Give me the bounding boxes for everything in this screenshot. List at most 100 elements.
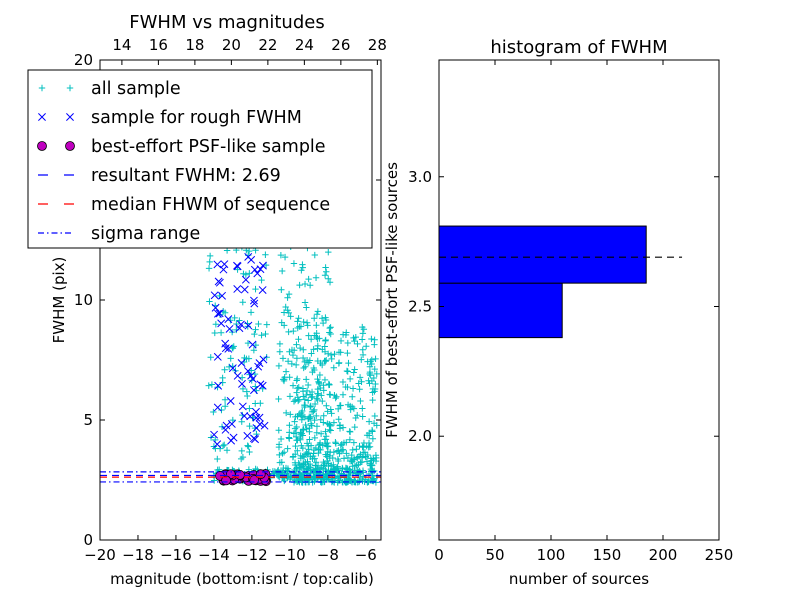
- all-sample-point: [372, 355, 379, 363]
- all-sample-point: [300, 346, 307, 353]
- rough-sample-point: [226, 397, 235, 405]
- y-tick-label: 5: [83, 411, 93, 429]
- all-sample-point: [313, 311, 321, 318]
- all-sample-point: [286, 422, 293, 429]
- all-sample-point: [339, 378, 347, 386]
- all-sample-point: [252, 326, 259, 333]
- all-sample-point: [252, 400, 259, 407]
- all-sample-point: [355, 461, 362, 468]
- all-sample-point: [286, 429, 293, 436]
- all-sample-point: [314, 357, 321, 365]
- all-sample-point: [303, 304, 310, 311]
- all-sample-point: [330, 364, 337, 371]
- all-sample-point: [282, 467, 289, 474]
- legend-entry-label: median FHWM of sequence: [91, 195, 330, 215]
- all-sample-point: [303, 440, 311, 447]
- all-sample-point: [285, 290, 293, 298]
- all-sample-point: [221, 309, 229, 316]
- all-sample-point: [326, 329, 333, 336]
- all-sample-point: [210, 408, 217, 416]
- rough-sample-point: [225, 324, 234, 333]
- rough-sample-point: [249, 296, 258, 305]
- y-tick-label: 0: [83, 531, 93, 549]
- all-sample-point: [322, 316, 330, 324]
- histogram-axes: 0 50 100 150 200 250 2.0 2.5 3.0: [408, 60, 733, 564]
- all-sample-point: [308, 394, 315, 401]
- all-sample-point: [250, 347, 258, 354]
- rough-sample-point: [250, 265, 259, 274]
- all-sample-point: [327, 406, 334, 413]
- all-sample-point: [244, 339, 252, 347]
- all-sample-point: [321, 271, 329, 279]
- y-tick-label: 2.0: [408, 427, 432, 445]
- all-sample-point: [303, 449, 310, 457]
- all-sample-point: [343, 439, 350, 446]
- all-sample-point: [325, 275, 332, 282]
- all-sample-point: [318, 315, 326, 322]
- all-sample-point: [276, 459, 284, 466]
- all-sample-point: [233, 326, 240, 334]
- all-sample-point: [346, 428, 354, 436]
- rough-sample-point: [244, 367, 252, 375]
- all-sample-point: [301, 280, 309, 288]
- all-sample-point: [230, 343, 237, 350]
- all-sample-point: [66, 84, 74, 92]
- all-sample-point: [309, 455, 316, 463]
- all-sample-point: [290, 347, 298, 354]
- all-sample-point: [305, 397, 312, 404]
- all-sample-point: [325, 248, 332, 256]
- all-sample-point: [285, 328, 292, 336]
- all-sample-point: [358, 378, 365, 385]
- all-sample-point: [277, 251, 285, 259]
- all-sample-point: [337, 402, 344, 409]
- all-sample-point: [298, 409, 305, 417]
- all-sample-point: [323, 268, 330, 275]
- rough-sample-point: [38, 113, 46, 121]
- rough-sample-point: [240, 285, 249, 294]
- all-sample-point: [327, 330, 334, 338]
- all-sample-point: [330, 461, 337, 468]
- all-sample-point: [314, 308, 322, 315]
- legend-entry-label: sigma range: [91, 224, 200, 244]
- rough-sample-point: [217, 319, 226, 328]
- all-sample-point: [278, 319, 285, 326]
- all-sample-point: [303, 387, 311, 395]
- all-sample-point: [281, 373, 288, 381]
- all-sample-point: [366, 443, 374, 450]
- all-sample-point: [344, 401, 352, 408]
- rough-sample-point: [221, 425, 230, 434]
- x-tick-label: −18: [122, 546, 154, 564]
- all-sample-point: [262, 330, 269, 338]
- all-sample-point: [279, 355, 287, 362]
- all-sample-point: [344, 368, 351, 375]
- all-sample-point: [245, 247, 253, 255]
- all-sample-point: [314, 335, 321, 343]
- all-sample-point: [313, 412, 320, 420]
- x-tick-label: −6: [355, 546, 377, 564]
- all-sample-point: [223, 447, 231, 454]
- all-sample-point: [371, 412, 379, 420]
- all-sample-point: [337, 442, 344, 449]
- all-sample-point: [316, 371, 324, 379]
- x-tick-label: 50: [485, 546, 504, 564]
- all-sample-point: [344, 339, 352, 347]
- all-sample-point: [298, 442, 305, 449]
- all-sample-point: [300, 364, 307, 372]
- all-sample-point: [326, 278, 334, 286]
- all-sample-point: [308, 408, 316, 416]
- all-sample-point: [356, 374, 364, 381]
- all-sample-point: [343, 367, 351, 375]
- rough-sample-point: [241, 275, 250, 284]
- all-sample-point: [335, 349, 343, 356]
- rough-sample-point: [259, 355, 268, 364]
- all-sample-point: [295, 396, 303, 403]
- all-sample-point: [238, 447, 245, 455]
- x-tick-label: −14: [198, 546, 230, 564]
- all-sample-point: [363, 442, 370, 450]
- legend-entry-label: all sample: [91, 79, 181, 99]
- all-sample-point: [292, 433, 300, 441]
- all-sample-point: [357, 397, 364, 405]
- all-sample-point: [292, 361, 300, 369]
- rough-sample-point: [221, 344, 230, 353]
- all-sample-point: [350, 369, 357, 376]
